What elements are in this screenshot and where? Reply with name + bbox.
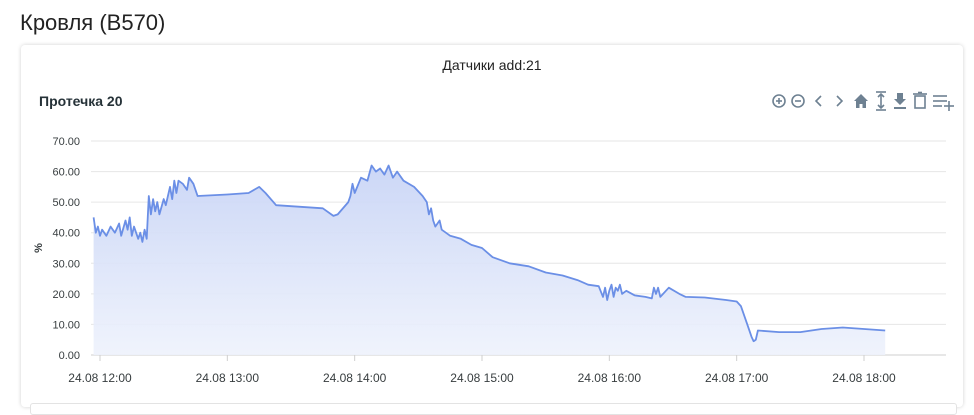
y-axis-label: % [33, 243, 45, 253]
x-tick-label: 24.08 17:00 [705, 371, 769, 385]
chart-svg: Протечка 20 [33, 91, 954, 385]
chart-title: Протечка 20 [39, 93, 123, 109]
y-tick-label: 60.00 [52, 167, 80, 179]
y-tick-label: 40.00 [52, 228, 80, 240]
card-header: Датчики add:21 [442, 57, 542, 73]
chart-toolbar [772, 91, 954, 111]
zoom-out-icon[interactable] [791, 94, 805, 108]
trash-icon[interactable] [913, 91, 927, 109]
x-tick-label: 24.08 14:00 [323, 371, 387, 385]
y-tick-label: 20.00 [52, 289, 80, 301]
pan-left-icon[interactable] [814, 95, 822, 107]
pan-right-icon[interactable] [836, 95, 844, 107]
menu-icon[interactable] [933, 95, 954, 111]
download-icon[interactable] [894, 93, 906, 109]
x-tick-label: 24.08 18:00 [832, 371, 896, 385]
series-line[interactable] [92, 164, 886, 343]
x-tick-label: 24.08 15:00 [450, 371, 514, 385]
x-axis: 24.08 12:00 24.08 13:00 24.08 14:00 24.08 1… [68, 354, 946, 385]
x-tick-label: 24.08 12:00 [68, 371, 132, 385]
y-tick-label: 50.00 [52, 197, 80, 209]
y-tick-label: 10.00 [52, 319, 80, 331]
zoom-in-icon[interactable] [772, 94, 786, 108]
y-tick-label: 30.00 [52, 258, 80, 270]
x-tick-label: 24.08 13:00 [196, 371, 260, 385]
home-icon[interactable] [854, 94, 868, 108]
y-tick-label: 0.00 [59, 350, 80, 362]
selection-icon[interactable] [876, 91, 886, 111]
chart-series [92, 164, 886, 355]
series-area [93, 165, 886, 355]
y-tick-label: 70.00 [52, 136, 80, 148]
x-tick-label: 24.08 16:00 [578, 371, 642, 385]
next-card [30, 403, 957, 415]
page-title: Кровля (B570) [20, 10, 166, 35]
chart-card: Датчики add:21 Протечка 20 [21, 45, 963, 407]
y-axis: 0.00 10.00 20.00 30.00 40.00 50.00 60.00 70.00 [52, 136, 80, 362]
